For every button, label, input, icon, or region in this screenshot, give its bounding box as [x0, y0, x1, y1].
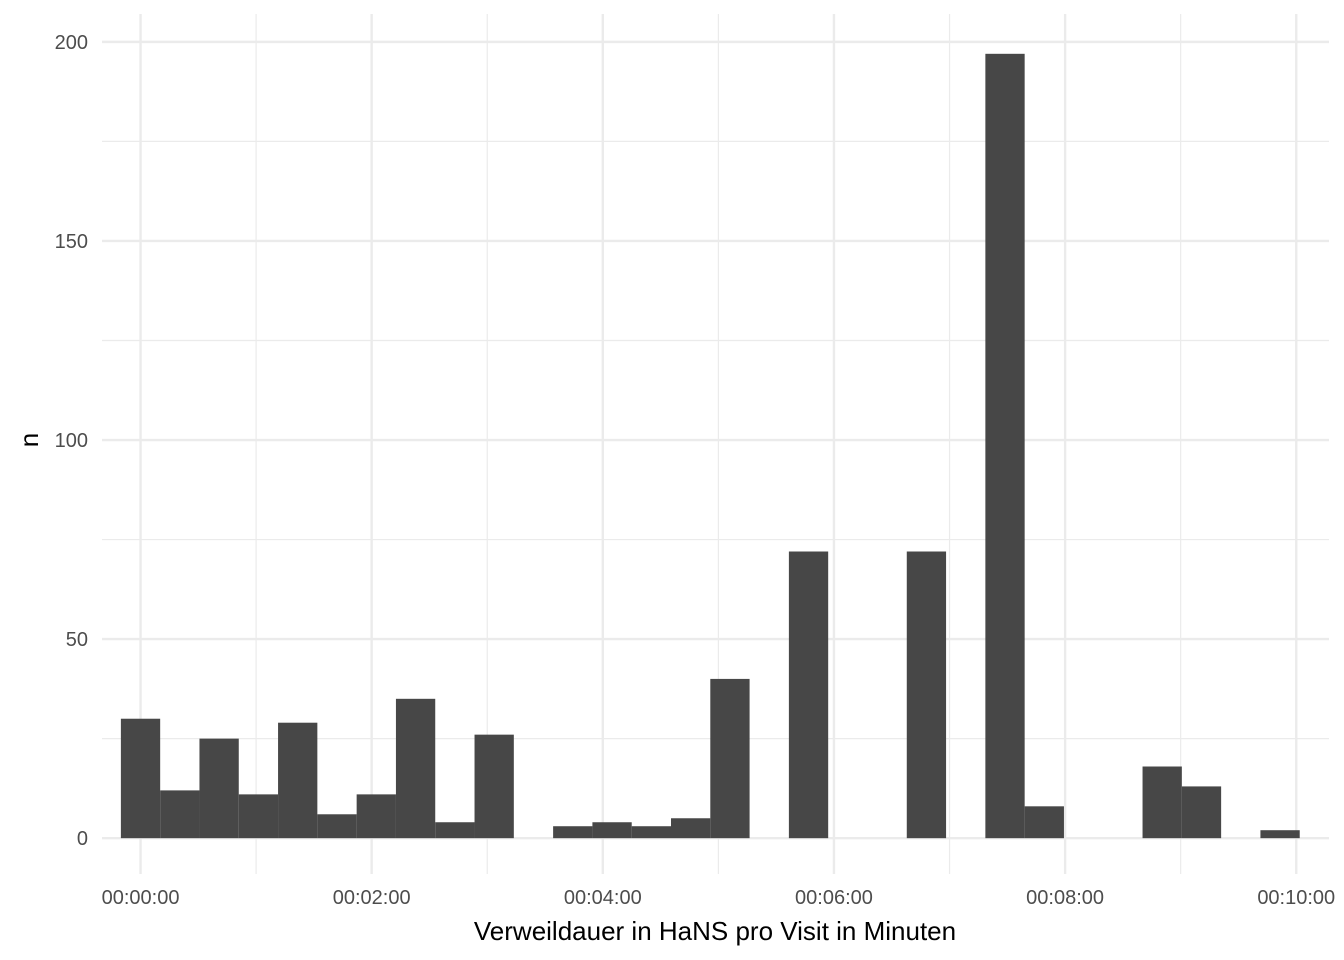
histogram-bar — [592, 822, 632, 839]
x-tick-label: 00:02:00 — [333, 887, 411, 909]
histogram-bar — [1024, 806, 1064, 839]
x-tick-label: 00:08:00 — [1026, 887, 1104, 909]
histogram-bars — [120, 53, 1300, 839]
y-tick-label: 50 — [66, 629, 88, 651]
histogram-bar — [788, 551, 829, 839]
y-tick-label: 100 — [55, 430, 88, 452]
histogram-bar — [435, 822, 475, 839]
histogram-bar — [199, 738, 239, 839]
histogram-bar — [906, 551, 947, 839]
y-axis-title: n — [14, 433, 44, 447]
y-tick-label: 0 — [77, 828, 88, 850]
histogram-bar — [356, 794, 396, 839]
x-tick-label: 00:00:00 — [102, 887, 180, 909]
histogram-bar — [1181, 786, 1222, 839]
histogram-bar — [317, 814, 357, 839]
histogram-bar — [1260, 830, 1300, 839]
histogram-bar — [278, 722, 318, 839]
histogram-bar — [238, 794, 279, 839]
y-axis-ticks: 0 50 100 150 200 — [55, 32, 88, 850]
histogram-bar — [985, 53, 1025, 839]
histogram-bar — [395, 698, 436, 839]
x-tick-label: 00:04:00 — [564, 887, 642, 909]
histogram-bar — [671, 818, 711, 839]
histogram-bar — [553, 826, 593, 839]
histogram-bar — [120, 718, 161, 839]
x-axis-ticks: 00:00:00 00:02:00 00:04:00 00:06:00 00:08:00… — [102, 887, 1336, 909]
x-tick-label: 00:10:00 — [1257, 887, 1335, 909]
histogram-bar — [160, 790, 200, 839]
x-tick-label: 00:06:00 — [795, 887, 873, 909]
x-axis-title: Verweildauer in HaNS pro Visit in Minute… — [474, 916, 956, 946]
histogram-bar — [710, 678, 750, 839]
histogram-bar — [631, 826, 672, 839]
y-tick-label: 150 — [55, 231, 88, 253]
histogram-bar — [1142, 766, 1182, 839]
y-tick-label: 200 — [55, 32, 88, 54]
grid-lines — [102, 14, 1329, 874]
histogram-bar — [474, 734, 514, 839]
